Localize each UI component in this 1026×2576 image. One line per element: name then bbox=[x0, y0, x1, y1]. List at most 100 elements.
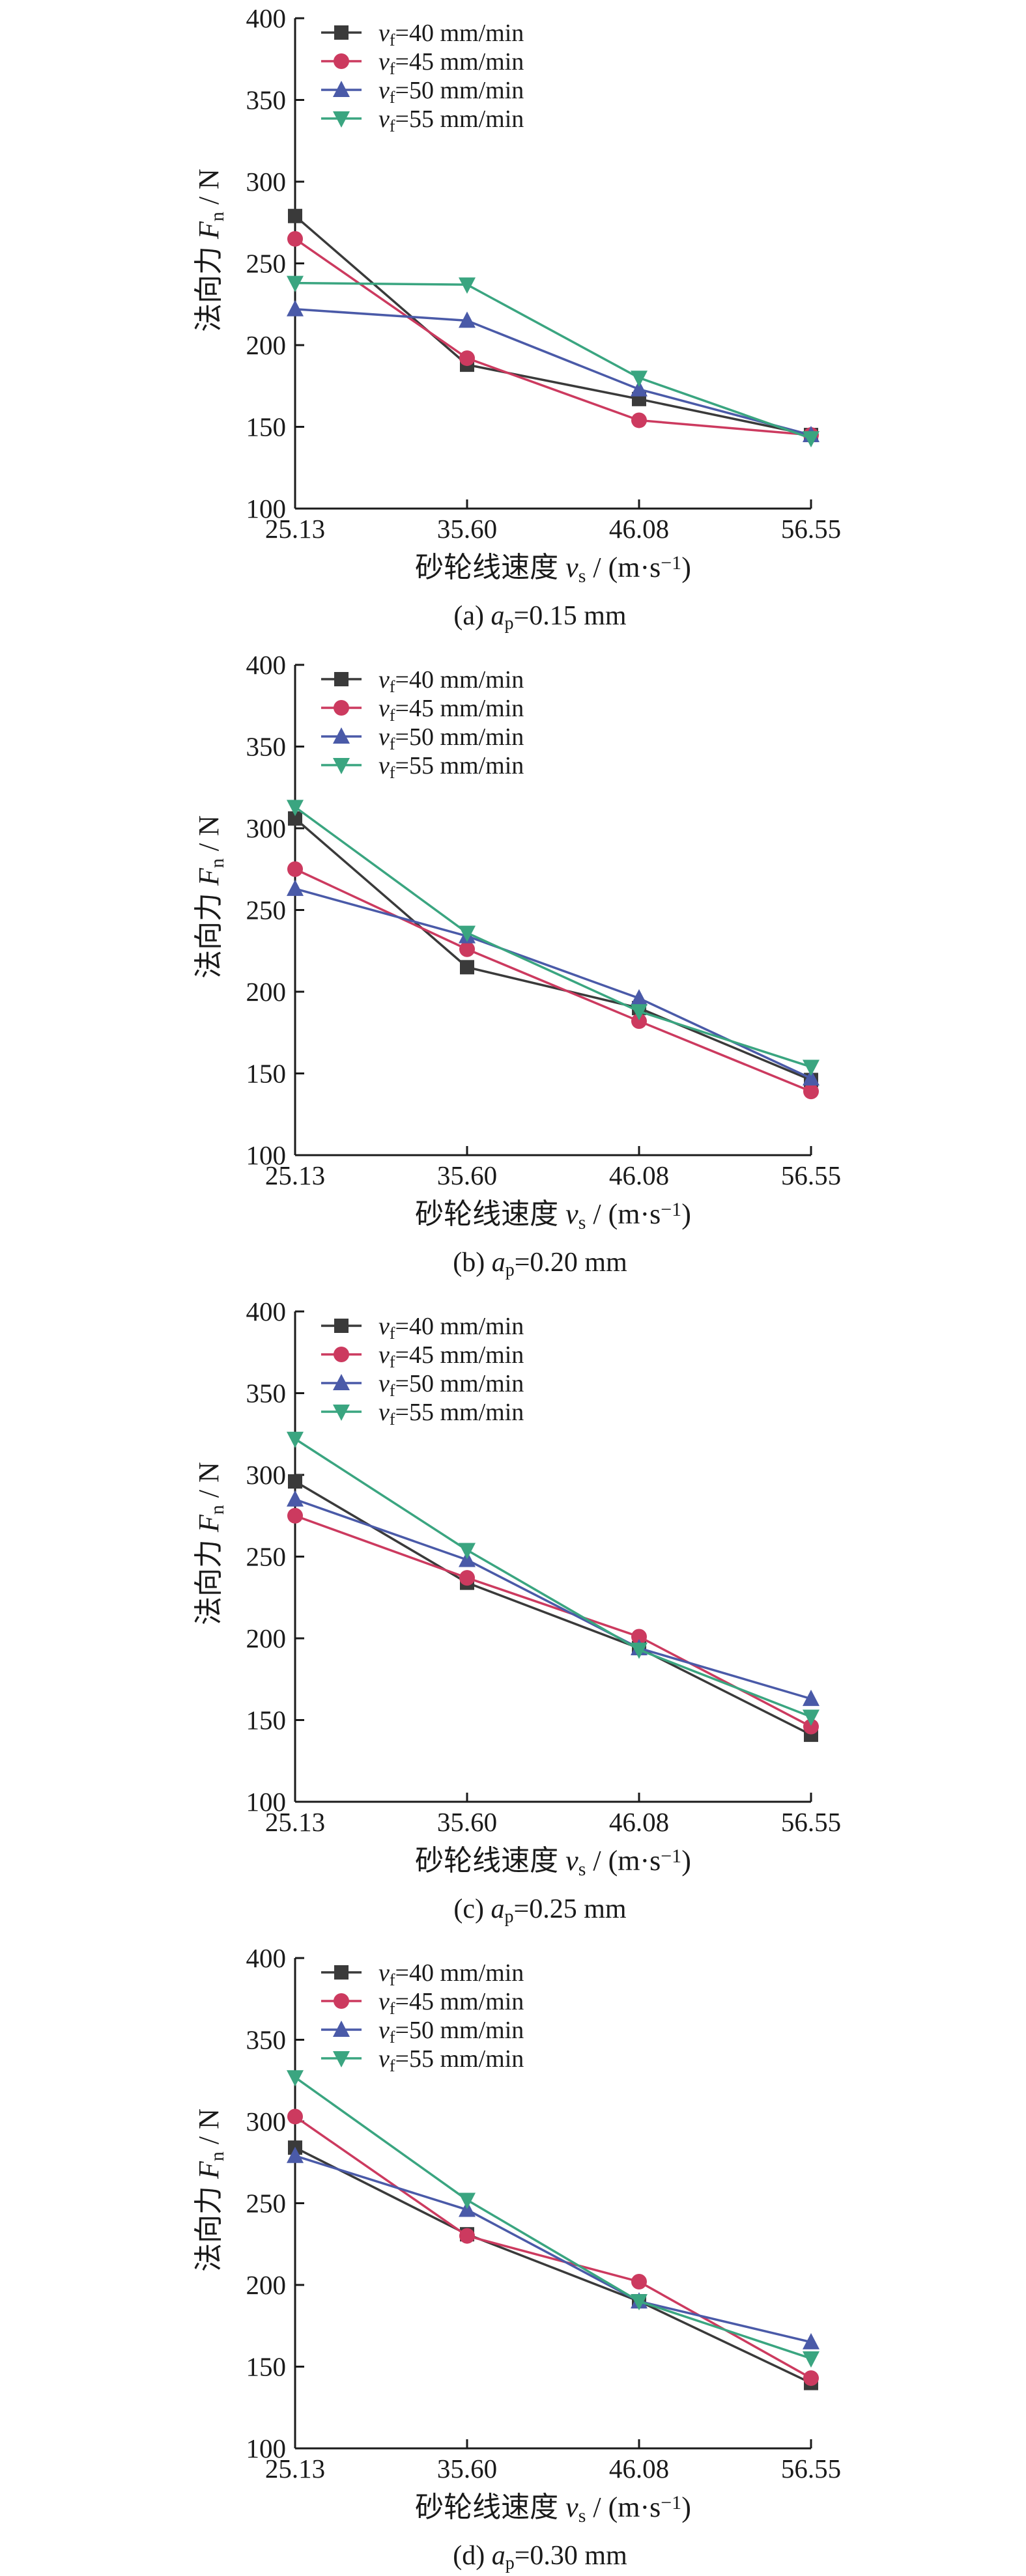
y-tick-label: 400 bbox=[246, 1296, 287, 1326]
data-point bbox=[287, 1507, 303, 1524]
legend-marker bbox=[333, 2051, 350, 2067]
chart-panel-d: 100 150 200 250 300 350 400 25.13 35.60 46.08 56.5… bbox=[193, 1943, 841, 2573]
data-point bbox=[631, 412, 647, 428]
x-tick-label: 46.08 bbox=[609, 1160, 669, 1190]
y-axis-label: 法向力 Fn / N bbox=[193, 2108, 228, 2272]
legend-marker bbox=[334, 700, 349, 716]
data-point bbox=[287, 1490, 304, 1507]
data-point bbox=[631, 371, 648, 387]
x-tick-label: 46.08 bbox=[609, 514, 669, 544]
data-point bbox=[459, 277, 476, 294]
x-tick-label: 46.08 bbox=[609, 1807, 669, 1837]
y-tick-label: 400 bbox=[246, 1943, 287, 1973]
legend-marker bbox=[334, 1993, 349, 2009]
legend-entry-label: vf=50 mm/min bbox=[378, 2017, 524, 2047]
data-point bbox=[287, 300, 304, 316]
y-tick-label: 100 bbox=[246, 1787, 287, 1817]
series-line bbox=[294, 1480, 812, 1736]
data-point bbox=[287, 2108, 303, 2125]
data-point bbox=[287, 1431, 304, 1448]
series-2 bbox=[287, 2108, 819, 2387]
series-4 bbox=[287, 2070, 819, 2368]
series-4 bbox=[287, 275, 819, 448]
legend-entry-label: vf=55 mm/min bbox=[378, 752, 524, 782]
data-point bbox=[288, 811, 302, 826]
y-tick-label: 400 bbox=[246, 3, 287, 33]
legend-marker bbox=[333, 81, 350, 97]
y-tick-label: 150 bbox=[246, 1059, 287, 1089]
series-3 bbox=[287, 879, 819, 1086]
data-point bbox=[459, 2228, 475, 2244]
legend-entry-label: vf=55 mm/min bbox=[378, 2045, 524, 2075]
series-line bbox=[294, 215, 812, 436]
x-tick-label: 35.60 bbox=[437, 1807, 497, 1837]
legend-marker bbox=[334, 53, 349, 69]
series-line bbox=[294, 817, 812, 1082]
legend-entry-label: vf=40 mm/min bbox=[378, 1313, 524, 1343]
x-axis-label: 砂轮线速度 vs / (m·s−1) bbox=[415, 1198, 691, 1233]
data-point bbox=[803, 2370, 819, 2387]
series-line bbox=[294, 1438, 812, 1718]
series-line bbox=[294, 2116, 812, 2379]
data-point bbox=[287, 275, 304, 292]
data-point bbox=[460, 960, 474, 975]
y-tick-label: 250 bbox=[246, 2189, 287, 2219]
x-tick-label: 35.60 bbox=[437, 2454, 497, 2484]
y-tick-label: 300 bbox=[246, 1460, 287, 1490]
x-tick-label: 25.13 bbox=[265, 514, 325, 544]
x-tick-label: 25.13 bbox=[265, 2454, 325, 2484]
x-tick-label: 56.55 bbox=[781, 514, 841, 544]
legend-entry-label: vf=40 mm/min bbox=[378, 666, 524, 696]
panel-caption: (d) ap=0.30 mm bbox=[453, 2541, 627, 2573]
data-point bbox=[803, 1084, 819, 1100]
chart-panel-c: 100 150 200 250 300 350 400 25.13 35.60 46.08 56.5… bbox=[193, 1296, 841, 1927]
x-tick-label: 56.55 bbox=[781, 2454, 841, 2484]
series-line bbox=[294, 2076, 812, 2360]
y-tick-label: 350 bbox=[246, 1379, 287, 1408]
legend-entry-label: vf=40 mm/min bbox=[378, 20, 524, 49]
chart-panel-b: 100 150 200 250 300 350 400 25.13 35.60 46.08 56.5… bbox=[193, 650, 841, 1280]
y-tick-label: 300 bbox=[246, 167, 287, 197]
y-tick-label: 200 bbox=[246, 2270, 287, 2300]
data-point bbox=[459, 925, 476, 942]
data-point bbox=[459, 1570, 475, 1586]
x-axis-label: 砂轮线速度 vs / (m·s−1) bbox=[415, 2491, 691, 2527]
data-point bbox=[288, 208, 302, 223]
y-tick-label: 250 bbox=[246, 1542, 287, 1572]
panel-caption: (c) ap=0.25 mm bbox=[453, 1894, 626, 1927]
data-point bbox=[631, 1642, 648, 1659]
series-line bbox=[294, 2155, 812, 2344]
panel-caption: (a) ap=0.15 mm bbox=[453, 601, 626, 634]
x-tick-label: 25.13 bbox=[265, 1160, 325, 1190]
x-tick-label: 25.13 bbox=[265, 1807, 325, 1837]
data-point bbox=[803, 1709, 819, 1726]
y-tick-label: 100 bbox=[246, 1140, 287, 1170]
y-tick-label: 150 bbox=[246, 1705, 287, 1735]
series-1 bbox=[288, 208, 818, 443]
y-tick-label: 100 bbox=[246, 2433, 287, 2463]
legend-marker bbox=[333, 1374, 350, 1390]
y-tick-label: 350 bbox=[246, 732, 287, 762]
data-point bbox=[631, 2294, 648, 2311]
data-point bbox=[803, 1689, 819, 1706]
legend-entry-label: vf=55 mm/min bbox=[378, 1399, 524, 1429]
legend-entry-label: vf=50 mm/min bbox=[378, 723, 524, 753]
x-axis-label: 砂轮线速度 vs / (m·s−1) bbox=[415, 552, 691, 587]
y-tick-label: 200 bbox=[246, 977, 287, 1007]
data-point bbox=[631, 1013, 647, 1029]
legend-entry-label: vf=45 mm/min bbox=[378, 695, 524, 725]
data-point bbox=[288, 1474, 302, 1489]
data-point bbox=[631, 2273, 647, 2289]
y-tick-label: 250 bbox=[246, 895, 287, 925]
data-point bbox=[287, 231, 303, 247]
series-2 bbox=[287, 861, 819, 1100]
series-line bbox=[294, 868, 812, 1093]
series-4 bbox=[287, 800, 819, 1076]
y-tick-label: 250 bbox=[246, 249, 287, 279]
legend-marker bbox=[334, 672, 349, 686]
data-point bbox=[803, 431, 819, 448]
